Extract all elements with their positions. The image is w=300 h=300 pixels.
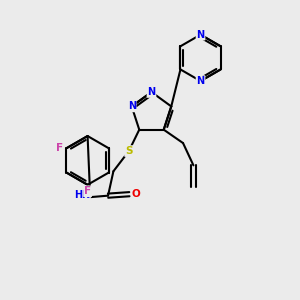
- Text: N: N: [196, 76, 205, 86]
- Text: HN: HN: [74, 190, 90, 200]
- Text: N: N: [128, 101, 136, 111]
- Text: S: S: [125, 146, 133, 156]
- Text: N: N: [147, 87, 155, 97]
- Text: O: O: [132, 189, 140, 199]
- Text: F: F: [84, 186, 91, 196]
- Text: F: F: [56, 143, 64, 153]
- Text: N: N: [196, 30, 205, 40]
